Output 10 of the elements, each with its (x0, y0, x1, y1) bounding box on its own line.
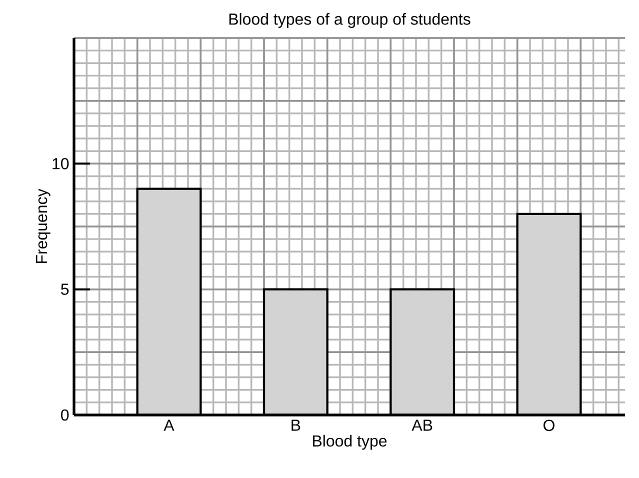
x-tick-label: O (544, 420, 554, 432)
y-axis-title: Frequency (36, 188, 50, 263)
x-axis-title: Blood type (313, 434, 387, 450)
x-tick-label: AB (412, 420, 432, 431)
x-tick-label: A (164, 420, 174, 431)
x-tick-label: B (292, 420, 300, 431)
y-tick-label: 0 (61, 409, 69, 421)
y-tick-label: 5 (61, 284, 69, 295)
y-tick-label: 10 (52, 158, 69, 170)
chart-title: Blood types of a group of students (229, 13, 470, 28)
